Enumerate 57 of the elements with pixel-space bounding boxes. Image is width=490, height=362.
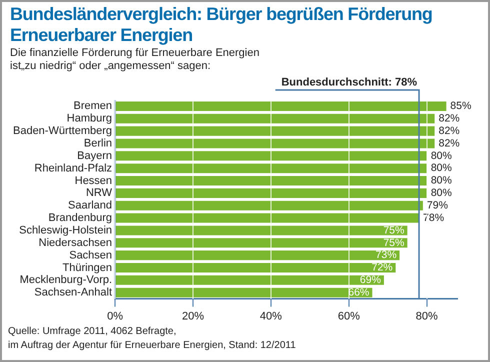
ref-line-label: Bundesdurchschnitt: 78% xyxy=(281,76,418,89)
y-tick-label: Thüringen xyxy=(62,262,112,274)
data-label: 85% xyxy=(450,100,472,112)
text: im Auftrag der Agentur für Erneuerbare Energien, Stand: 12/2011 xyxy=(8,340,296,351)
data-label: 82% xyxy=(438,124,460,137)
data-label: 80% xyxy=(430,162,452,174)
bar xyxy=(116,126,435,136)
y-tick-label: NRW xyxy=(86,187,113,200)
y-tick-label: Saarland xyxy=(68,200,112,212)
y-tick-label: Niedersachsen xyxy=(38,236,112,249)
data-label: 82% xyxy=(438,112,460,125)
source-note: Quelle: Umfrage 2011, 4062 Befragte, xyxy=(8,326,176,337)
bar xyxy=(116,288,372,298)
bar xyxy=(116,164,427,174)
bar xyxy=(116,188,427,198)
x-tick-label: 20% xyxy=(182,310,204,322)
bar xyxy=(116,200,423,210)
y-tick-label: Berlin xyxy=(84,138,112,150)
data-label: 78% xyxy=(423,212,444,224)
y-tick-label: Hamburg xyxy=(66,112,112,125)
data-label: 75% xyxy=(383,224,404,236)
data-label: 82% xyxy=(438,137,460,150)
y-tick-label: Mecklenburg-Vorp. xyxy=(20,274,112,286)
y-tick-label: Hessen xyxy=(74,174,112,187)
bar xyxy=(116,114,435,124)
y-tick-label: Sachsen xyxy=(69,249,112,262)
y-tick-label: Bremen xyxy=(74,100,112,112)
bar xyxy=(116,101,446,111)
data-label: 73% xyxy=(376,249,397,262)
x-tick-label: 80% xyxy=(416,310,438,322)
bar xyxy=(116,275,384,285)
y-tick-label: Schleswig-Holstein xyxy=(19,224,112,236)
x-tick-label: 0% xyxy=(107,310,124,322)
bar xyxy=(116,238,408,248)
y-tick-label: Baden-Württemberg xyxy=(12,125,112,138)
data-label: 80% xyxy=(430,174,452,187)
bar xyxy=(116,151,427,161)
y-tick-label: Brandenburg xyxy=(48,212,112,224)
data-label: 72% xyxy=(372,262,393,274)
bar xyxy=(116,138,435,148)
chart-title: Bundesländervergleich: Bürger begrüßen Förderung Erneuerbarer Energien xyxy=(10,4,434,46)
chart-subtitle: Die finanzielle Förderung für Erneuerbare Energien ist„zu niedrig“ oder „angemessen“ sagen: xyxy=(10,47,260,73)
y-tick-label: Sachsen-Anhalt xyxy=(34,286,112,299)
bar xyxy=(116,250,400,260)
bar xyxy=(116,262,396,272)
x-tick-label: 40% xyxy=(260,310,282,322)
bar xyxy=(116,226,408,236)
bar xyxy=(116,213,420,223)
y-tick-label: Rheinland-Pfalz xyxy=(34,162,112,174)
x-tick-label: 60% xyxy=(338,310,360,322)
bar xyxy=(116,176,427,186)
data-label: 69% xyxy=(360,274,381,286)
data-label: 80% xyxy=(430,150,452,162)
y-tick-label: Bayern xyxy=(77,150,112,162)
data-label: 79% xyxy=(426,200,448,212)
data-label: 80% xyxy=(430,187,452,200)
data-label: 75% xyxy=(383,236,404,249)
